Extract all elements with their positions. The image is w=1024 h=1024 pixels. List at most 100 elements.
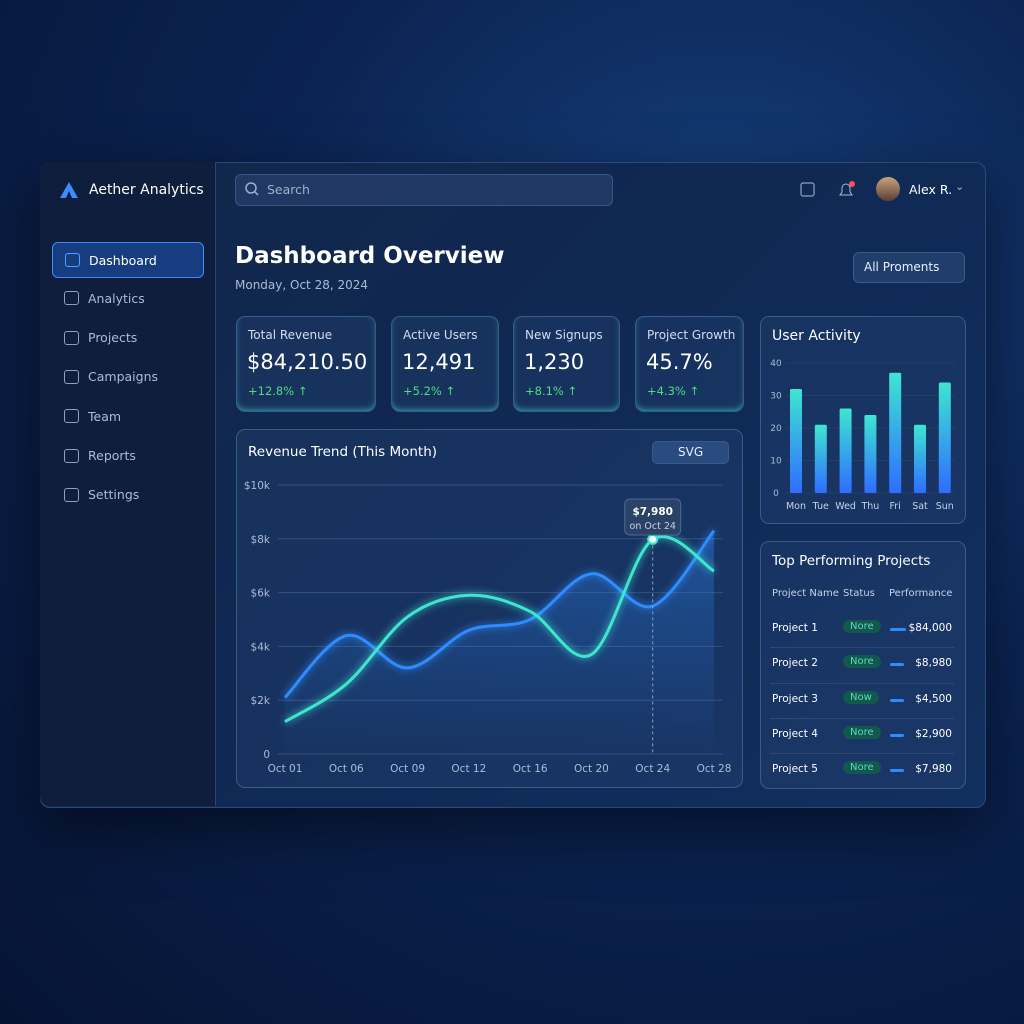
chart-toggle[interactable] (652, 441, 729, 464)
nav-item[interactable]: Reports (52, 439, 202, 473)
nav-icon (64, 330, 79, 345)
logo (60, 182, 78, 198)
filter-label: All Proments (864, 260, 940, 274)
y-tick-label: $8k (251, 534, 271, 546)
brand: Aether Analytics (89, 182, 204, 198)
performance-value: $7,980 (915, 763, 952, 776)
marker-dot (647, 533, 659, 545)
x-tick-label: Oct 24 (635, 763, 670, 775)
x-tick-label: Tue (812, 501, 829, 512)
line (284, 535, 715, 724)
kpi-label: New Signups (525, 328, 603, 342)
tooltip-value: $7,980 (632, 506, 673, 518)
page-date: Monday, Oct 28, 2024 (235, 278, 369, 292)
nav-icon (64, 487, 79, 502)
column-header: Status (843, 588, 875, 599)
x-tick-label: Oct 06 (329, 763, 364, 775)
x-tick-label: Oct 16 (513, 763, 548, 775)
kpi-value: 12,491 (402, 350, 476, 374)
nav-item[interactable]: Team (52, 399, 202, 433)
chevron: ⌄ (955, 180, 965, 193)
column-header: Project Name (772, 588, 839, 599)
nav-item[interactable]: Projects (52, 321, 202, 355)
column-header: Performance (889, 588, 953, 599)
performance-value: $4,500 (915, 692, 952, 705)
nav-label: Reports (88, 448, 136, 463)
nav-icon (65, 253, 80, 267)
project-name: Project 5 (772, 763, 818, 776)
nav-label: Settings (88, 487, 140, 503)
avatar[interactable] (876, 177, 900, 201)
toggle-label: SVG (678, 445, 704, 459)
nav-label: Campaigns (88, 369, 159, 385)
y-tick-label: $10k (244, 480, 271, 492)
performance-bar (890, 663, 904, 667)
nav-label: Projects (88, 330, 138, 346)
bar (790, 389, 802, 493)
kpi-card (391, 316, 499, 412)
status-pill: Nore (843, 725, 881, 739)
kpi-label: Active Users (403, 328, 478, 342)
row-divider (770, 753, 954, 755)
page-title: Dashboard Overview (235, 243, 505, 269)
performance-value: $84,000 (908, 622, 952, 634)
sidebar (40, 162, 216, 806)
project-name: Project 4 (772, 727, 818, 740)
bar (814, 424, 827, 493)
y-tick-label: $2k (251, 695, 271, 707)
nav-item[interactable]: Settings (52, 478, 202, 512)
x-tick-label: Fri (890, 501, 901, 512)
bar (889, 372, 902, 493)
row-divider (770, 682, 954, 684)
bar (864, 415, 877, 493)
y-tick-label: 0 (773, 489, 779, 499)
kpi-change: +12.8% ↑ (248, 384, 308, 398)
kpi-card (236, 316, 376, 412)
status-pill: Nore (843, 655, 881, 669)
y-tick-label: $4k (251, 641, 271, 653)
nav-icon (64, 409, 79, 424)
bar (839, 408, 852, 493)
filter-dropdown[interactable] (853, 252, 965, 283)
nav-item[interactable]: Analytics (52, 281, 202, 315)
x-tick-label: Oct 20 (574, 763, 609, 775)
user-name[interactable]: Alex R. (909, 182, 953, 197)
y-tick-label: 30 (770, 392, 782, 402)
chart-title: User Activity (772, 328, 861, 344)
kpi-change: +5.2% ↑ (403, 384, 456, 398)
x-tick-label: Oct 01 (268, 763, 303, 775)
top-icons[interactable] (800, 181, 860, 199)
row-divider (770, 647, 954, 649)
nav-label: Dashboard (89, 252, 157, 268)
tooltip (624, 498, 682, 536)
nav-icon (64, 369, 79, 384)
performance-bar (890, 698, 904, 702)
row-divider (770, 717, 954, 719)
x-tick-label: Mon (786, 501, 806, 512)
kpi-value: 45.7% (646, 350, 713, 374)
x-tick-label: Sat (912, 501, 928, 512)
tooltip-sub: on Oct 24 (630, 521, 676, 532)
x-tick-label: Oct 09 (390, 763, 425, 775)
area (285, 530, 714, 754)
search-box[interactable] (235, 174, 613, 206)
y-tick-label: 10 (770, 457, 782, 467)
status-pill: Now (843, 690, 879, 704)
search-placeholder: Search (267, 182, 310, 197)
project-name: Project 2 (772, 657, 818, 670)
bar (938, 382, 951, 493)
performance-bar (890, 733, 904, 737)
nav-item[interactable]: Dashboard (52, 242, 204, 278)
performance-bar (890, 769, 904, 773)
nav-label: Team (88, 408, 122, 424)
kpi-card (635, 316, 744, 412)
x-tick-label: Thu (860, 501, 879, 512)
search-icon (245, 182, 259, 196)
project-name: Project 1 (772, 622, 818, 634)
status-pill: Nore (843, 761, 881, 775)
y-tick-label: $6k (251, 588, 271, 600)
bar (914, 424, 926, 493)
project-name: Project 3 (772, 692, 818, 705)
nav-item[interactable]: Campaigns (52, 360, 202, 394)
